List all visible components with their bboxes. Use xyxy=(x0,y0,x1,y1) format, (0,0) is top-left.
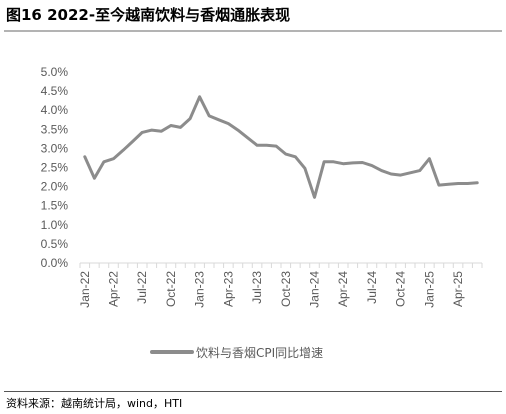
legend-label: 饮料与香烟CPI同比增速 xyxy=(196,346,323,360)
y-tick-label: 0.0% xyxy=(41,256,69,270)
data-point xyxy=(447,183,450,186)
data-point xyxy=(217,118,220,121)
data-point xyxy=(150,128,153,132)
data-point xyxy=(409,171,412,175)
y-tick-label: 4.5% xyxy=(41,84,69,98)
data-point xyxy=(255,144,259,147)
x-tick-label: Jan-24 xyxy=(308,271,322,308)
data-point xyxy=(418,169,421,172)
data-point xyxy=(466,182,469,185)
data-point xyxy=(141,131,144,134)
data-point xyxy=(208,114,211,118)
x-tick-label: Oct-24 xyxy=(394,271,408,307)
y-tick-label: 5.0% xyxy=(41,65,69,79)
data-point xyxy=(275,144,278,148)
x-tick-label: Oct-23 xyxy=(279,271,293,307)
y-tick-label: 0.5% xyxy=(41,237,69,251)
data-point xyxy=(380,169,383,172)
data-point xyxy=(198,95,201,99)
data-point xyxy=(399,173,402,177)
y-tick-label: 2.0% xyxy=(41,180,69,194)
x-tick-label: Apr-22 xyxy=(107,271,121,307)
data-point xyxy=(284,152,287,156)
y-axis-tick-labels: 0.0% 0.5% 1.0% 1.5% 2.0% 2.5% 3.0% 3.5% 4.0% 4.5%… xyxy=(41,65,69,270)
data-point xyxy=(236,128,240,132)
data-point xyxy=(83,155,86,159)
data-point xyxy=(169,124,173,127)
x-tick-label: Jan-25 xyxy=(422,271,436,308)
x-tick-label: Jan-22 xyxy=(78,271,92,308)
x-tick-label: Apr-24 xyxy=(336,271,350,307)
series-line xyxy=(83,95,479,199)
x-tick-label: Jul-24 xyxy=(365,271,379,304)
data-point xyxy=(188,117,192,120)
x-tick-label: Apr-23 xyxy=(221,271,235,307)
data-point xyxy=(102,160,106,163)
x-tick-label: Jul-22 xyxy=(135,271,149,304)
x-tick-label: Apr-25 xyxy=(451,271,465,307)
title-divider xyxy=(4,30,502,32)
data-point xyxy=(428,157,431,160)
data-point xyxy=(456,182,460,185)
data-point xyxy=(476,181,479,184)
x-tick-label: Jul-23 xyxy=(250,271,264,304)
y-tick-label: 3.0% xyxy=(41,141,69,155)
data-point xyxy=(313,196,316,199)
y-tick-label: 3.5% xyxy=(41,122,69,136)
y-tick-label: 4.0% xyxy=(41,103,69,117)
data-point xyxy=(437,183,441,187)
data-point xyxy=(322,160,326,163)
x-axis-tick-marks xyxy=(79,263,483,268)
series-layer xyxy=(83,95,479,199)
data-point xyxy=(112,157,115,160)
data-point xyxy=(361,161,364,164)
data-point xyxy=(131,140,134,143)
data-point xyxy=(227,122,230,125)
x-axis-tick-labels: Jan-22 Apr-22 Jul-22 Oct-22 Jan-23 Apr-23 Jul-… xyxy=(78,271,465,308)
data-point xyxy=(121,149,125,152)
source-note: 资料来源：越南统计局，wind，HTI xyxy=(6,397,183,410)
y-tick-label: 2.5% xyxy=(41,161,69,175)
data-point xyxy=(179,126,182,129)
data-point xyxy=(160,130,163,133)
data-point xyxy=(265,144,268,147)
data-point xyxy=(351,161,354,165)
data-point xyxy=(303,167,307,170)
y-tick-label: 1.5% xyxy=(41,199,69,213)
data-point xyxy=(294,155,297,159)
data-point xyxy=(389,172,393,176)
x-tick-label: Oct-22 xyxy=(164,271,178,307)
legend: 饮料与香烟CPI同比增速 xyxy=(150,346,323,360)
y-tick-label: 1.0% xyxy=(41,218,69,232)
data-point xyxy=(332,160,335,163)
data-point xyxy=(342,162,345,165)
x-tick-label: Jan-23 xyxy=(193,271,207,308)
data-point xyxy=(93,176,96,180)
source-divider xyxy=(4,391,502,392)
figure-title: 图16 2022-至今越南饮料与香烟通胀表现 xyxy=(6,6,291,24)
line-chart: 0.0% 0.5% 1.0% 1.5% 2.0% 2.5% 3.0% 3.5% 4.0% 4.5%… xyxy=(41,65,483,360)
data-point xyxy=(370,164,374,167)
data-point xyxy=(246,136,249,139)
